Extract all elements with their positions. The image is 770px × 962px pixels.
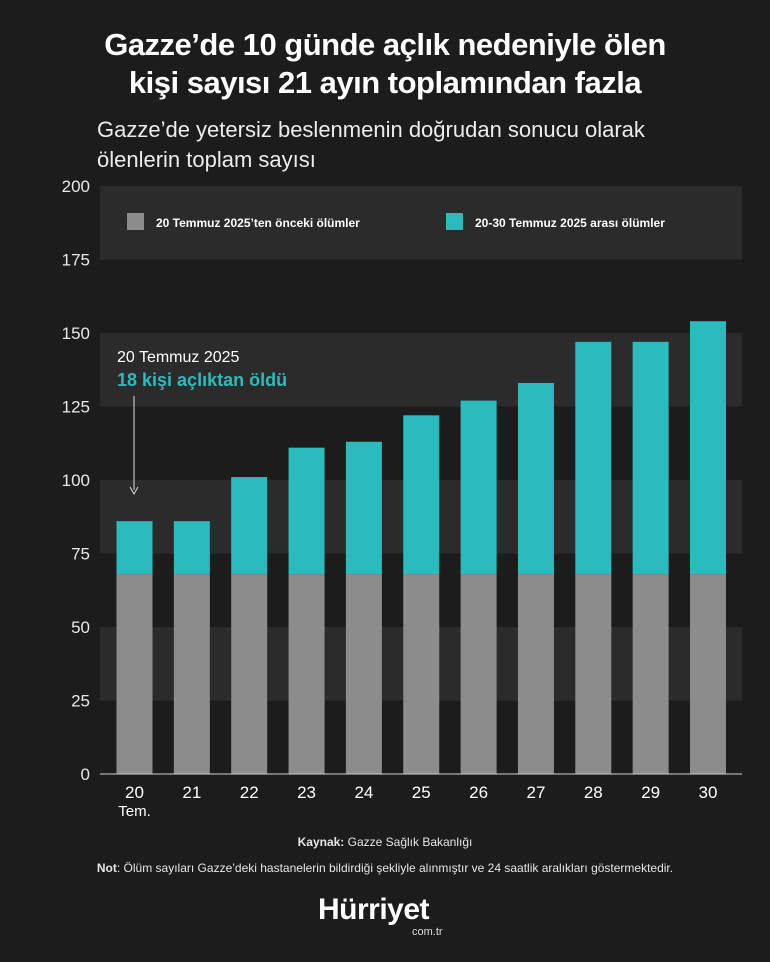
bar-segment-after	[345, 441, 382, 575]
bar-segment-after	[575, 341, 612, 575]
bar-segment-after	[231, 477, 268, 575]
y-tick-label: 25	[71, 692, 90, 711]
subtitle-line-2: ölenlerin toplam sayısı	[97, 147, 316, 172]
bar-segment-before	[116, 574, 153, 774]
chart-title: Gazze’de 10 günde açlık nedeniyle ölen k…	[0, 26, 770, 102]
y-tick-label: 0	[81, 765, 90, 784]
legend: 20 Temmuz 2025’ten önceki ölümler 20-30 …	[127, 213, 665, 230]
annotation-date: 20 Temmuz 2025	[117, 349, 240, 366]
y-tick-label: 75	[71, 545, 90, 564]
bar-segment-before	[345, 574, 382, 774]
bar-segment-after	[460, 400, 497, 575]
bar-segment-before	[231, 574, 268, 774]
bar-segment-before	[288, 574, 325, 774]
x-tick-sublabel: Tem.	[118, 803, 151, 820]
x-tick-label: 27	[526, 783, 545, 802]
bar-segment-after	[690, 321, 726, 575]
x-tick-label: 26	[469, 783, 488, 802]
annotation: 20 Temmuz 2025 18 kişi açlıktan öldü	[117, 349, 287, 496]
bar-segment-after	[116, 521, 153, 575]
y-tick-label: 100	[62, 471, 90, 490]
bar-segment-before	[173, 574, 210, 774]
bar-segment-after	[173, 521, 210, 575]
note-line: Not: Ölüm sayıları Gazze’deki hastaneler…	[0, 861, 770, 875]
chart-subtitle: Gazze’de yetersiz beslenmenin doğrudan s…	[97, 115, 717, 175]
x-tick-label: 29	[641, 783, 660, 802]
grid-band	[100, 186, 742, 260]
x-tick-label: 20	[125, 783, 144, 802]
bar-segment-after	[403, 415, 440, 575]
bar-segment-after	[288, 447, 325, 575]
bar-segment-before	[575, 574, 612, 774]
x-tick-label: 24	[354, 783, 373, 802]
bar-segment-after	[632, 341, 669, 575]
legend-label-after: 20-30 Temmuz 2025 arası ölümler	[475, 216, 665, 230]
bar-segment-after	[517, 382, 554, 575]
y-tick-label: 150	[62, 324, 90, 343]
legend-swatch-after	[446, 213, 463, 230]
subtitle-line-1: Gazze’de yetersiz beslenmenin doğrudan s…	[97, 117, 645, 142]
x-tick-label: 21	[182, 783, 201, 802]
source-text: Gazze Sağlık Bakanlığı	[344, 835, 473, 849]
bar-segment-before	[632, 574, 669, 774]
title-line-1: Gazze’de 10 günde açlık nedeniyle ölen	[104, 27, 666, 62]
y-tick-label: 50	[71, 618, 90, 637]
note-label: Not	[96, 861, 117, 875]
x-tick-label: 28	[584, 783, 603, 802]
brand-domain: com.tr	[412, 926, 443, 938]
brand-logo: Hürriyet	[318, 893, 430, 926]
annotation-text: 18 kişi açlıktan öldü	[117, 370, 287, 390]
title-line-2: kişi sayısı 21 ayın toplamından fazla	[128, 65, 642, 100]
legend-label-before: 20 Temmuz 2025’ten önceki ölümler	[156, 216, 360, 230]
bar-segment-before	[690, 574, 726, 774]
x-tick-label: 30	[699, 783, 718, 802]
source-label: Kaynak:	[297, 835, 345, 849]
bar-segment-before	[517, 574, 554, 774]
note-text: : Ölüm sayıları Gazze’deki hastanelerin …	[116, 861, 674, 875]
x-tick-label: 23	[297, 783, 316, 802]
y-tick-label: 125	[62, 398, 90, 417]
x-tick-label: 25	[412, 783, 431, 802]
bar-segment-before	[460, 574, 497, 774]
annotation-arrow-head	[129, 486, 139, 496]
stacked-bar-chart: 20 Temmuz 2025’ten önceki ölümler 20-30 …	[62, 177, 742, 820]
y-axis: 0 25 50 75 100 125 150 175 200	[62, 177, 90, 784]
x-tick-label: 22	[240, 783, 259, 802]
y-tick-label: 175	[62, 251, 90, 270]
legend-swatch-before	[127, 213, 144, 230]
source-line: Kaynak: Gazze Sağlık Bakanlığı	[0, 835, 770, 849]
bars	[116, 321, 726, 774]
bar-segment-before	[403, 574, 440, 774]
y-tick-label: 200	[62, 177, 90, 196]
